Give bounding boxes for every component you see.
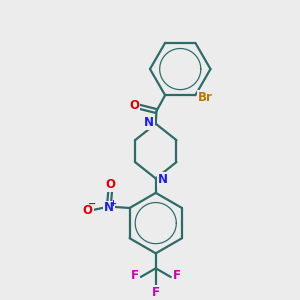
Text: O: O	[129, 99, 139, 112]
Text: N: N	[144, 116, 154, 129]
Text: Br: Br	[198, 91, 213, 104]
Text: −: −	[88, 199, 96, 209]
Text: O: O	[106, 178, 116, 191]
Text: F: F	[152, 286, 160, 299]
Text: N: N	[158, 173, 168, 186]
Text: F: F	[131, 269, 139, 282]
Text: +: +	[110, 199, 116, 208]
Text: F: F	[172, 269, 181, 282]
Text: O: O	[83, 203, 93, 217]
Text: N: N	[104, 202, 114, 214]
